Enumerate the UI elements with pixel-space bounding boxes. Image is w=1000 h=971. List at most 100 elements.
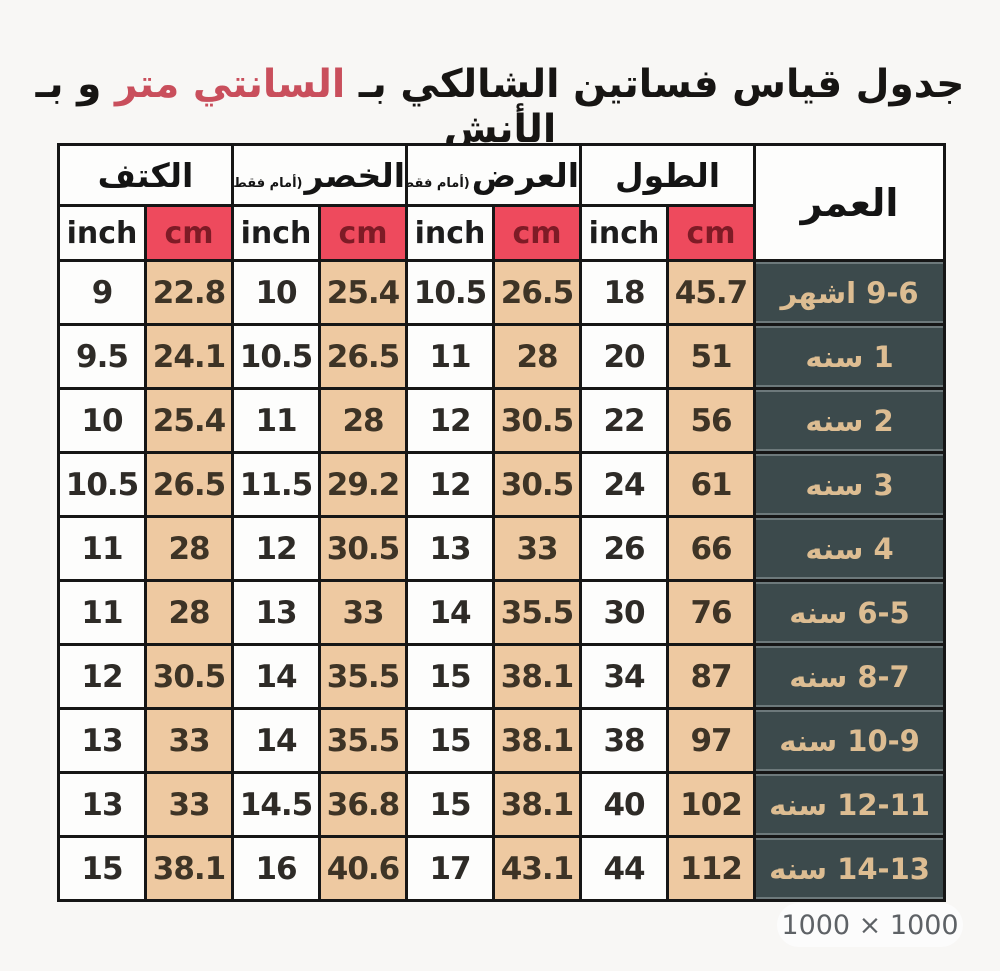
group-label: الكتف [97,155,194,195]
cell-waist-cm: 26.5 [318,323,409,390]
cell-shoulder-inch: 15 [57,835,147,902]
cell-width-cm: 33 [492,515,583,582]
cell-length-inch: 40 [579,771,670,838]
cell-length-cm: 87 [666,643,757,710]
cell-width-cm: 28 [492,323,583,390]
age-cell: 9-6 اشهر [753,259,947,326]
cell-length-inch: 24 [579,451,670,518]
cell-shoulder-cm: 28 [143,515,235,582]
cell-width-cm: 38.1 [492,707,583,774]
cell-waist-cm: 28 [318,387,409,454]
cell-length-inch: 18 [579,259,670,326]
cell-shoulder-cm: 25.4 [143,387,235,454]
cell-width-cm: 43.1 [492,835,583,902]
cell-waist-cm: 30.5 [318,515,409,582]
cell-waist-inch: 11.5 [231,451,322,518]
cell-waist-inch: 12 [231,515,322,582]
cell-length-cm: 45.7 [666,259,757,326]
cell-shoulder-inch: 13 [57,771,147,838]
cell-width-cm: 30.5 [492,451,583,518]
group-header-width: العرض(أمام فقط) [405,143,583,207]
age-cell: 4 سنه [753,515,947,582]
cell-waist-cm: 35.5 [318,643,409,710]
cell-waist-cm: 25.4 [318,259,409,326]
age-cell: 14-13 سنه [753,835,947,902]
age-cell: 12-11 سنه [753,771,947,838]
age-cell: 6-5 سنه [753,579,947,646]
group-label: العرض [471,155,580,195]
unit-header-cm-waist: cm [318,204,409,262]
age-cell: 1 سنه [753,323,947,390]
cell-length-inch: 34 [579,643,670,710]
table-row: 10 25.4 11 28 12 30.5 22 56 2 سنه [57,387,947,454]
cell-shoulder-cm: 33 [143,707,235,774]
cell-length-inch: 22 [579,387,670,454]
cell-shoulder-inch: 9.5 [57,323,147,390]
cell-shoulder-cm: 38.1 [143,835,235,902]
table-row: 15 38.1 16 40.6 17 43.1 44 112 14-13 سنه [57,835,947,902]
cell-waist-inch: 14 [231,643,322,710]
title-highlight: السانتي متر [114,62,346,107]
cell-length-cm: 97 [666,707,757,774]
cell-waist-inch: 13 [231,579,322,646]
table-row: 13 33 14.5 36.8 15 38.1 40 102 12-11 سنه [57,771,947,838]
group-note: (أمام فقط) [410,175,470,191]
age-cell: 10-9 سنه [753,707,947,774]
cell-length-cm: 76 [666,579,757,646]
table-row: 11 28 12 30.5 13 33 26 66 4 سنه [57,515,947,582]
table-row: 10.5 26.5 11.5 29.2 12 30.5 24 61 3 سنه [57,451,947,518]
cell-width-inch: 13 [405,515,496,582]
cell-length-cm: 66 [666,515,757,582]
cell-shoulder-cm: 28 [143,579,235,646]
table-row: 12 30.5 14 35.5 15 38.1 34 87 8-7 سنه [57,643,947,710]
cell-shoulder-cm: 22.8 [143,259,235,326]
unit-header-inch-shoulder: inch [57,204,147,262]
page-title: جدول قياس فساتين الشالكي بـ السانتي متر … [0,62,1000,152]
age-column-header: العمر [753,143,947,262]
cell-shoulder-cm: 33 [143,771,235,838]
unit-header-row: inch cm inch cm inch cm inch cm [57,204,945,262]
unit-header-cm-width: cm [492,204,583,262]
age-cell: 8-7 سنه [753,643,947,710]
cell-waist-inch: 10 [231,259,322,326]
cell-waist-cm: 40.6 [318,835,409,902]
cell-width-cm: 26.5 [492,259,583,326]
group-label: الطول [614,155,721,195]
title-prefix: جدول قياس فساتين الشالكي بـ [345,62,965,107]
cell-waist-inch: 11 [231,387,322,454]
cell-width-inch: 15 [405,771,496,838]
cell-width-inch: 11 [405,323,496,390]
cell-length-cm: 102 [666,771,757,838]
unit-header-cm-length: cm [666,204,757,262]
cell-width-cm: 30.5 [492,387,583,454]
cell-waist-inch: 10.5 [231,323,322,390]
table-body: 9 22.8 10 25.4 10.5 26.5 18 45.7 9-6 اشهر 9.5 24.1… [57,259,947,902]
unit-header-cm-shoulder: cm [143,204,235,262]
table-row: 13 33 14 35.5 15 38.1 38 97 10-9 سنه [57,707,947,774]
cell-shoulder-inch: 11 [57,579,147,646]
cell-shoulder-inch: 13 [57,707,147,774]
cell-width-inch: 12 [405,451,496,518]
image-dimensions-text: 1000 × 1000 [781,909,959,941]
cell-shoulder-cm: 24.1 [143,323,235,390]
cell-waist-inch: 14.5 [231,771,322,838]
group-header-waist: الخصر(أمام فقط) [231,143,409,207]
cell-length-cm: 112 [666,835,757,902]
cell-width-inch: 17 [405,835,496,902]
cell-shoulder-inch: 11 [57,515,147,582]
cell-waist-cm: 35.5 [318,707,409,774]
group-label: الخصر [304,155,406,195]
cell-width-cm: 35.5 [492,579,583,646]
cell-waist-cm: 36.8 [318,771,409,838]
cell-width-cm: 38.1 [492,643,583,710]
cell-length-inch: 26 [579,515,670,582]
cell-length-inch: 44 [579,835,670,902]
table-row: 9.5 24.1 10.5 26.5 11 28 20 51 1 سنه [57,323,947,390]
table-row: 11 28 13 33 14 35.5 30 76 6-5 سنه [57,579,947,646]
cell-shoulder-inch: 9 [57,259,147,326]
cell-shoulder-inch: 12 [57,643,147,710]
cell-waist-cm: 29.2 [318,451,409,518]
cell-width-cm: 38.1 [492,771,583,838]
